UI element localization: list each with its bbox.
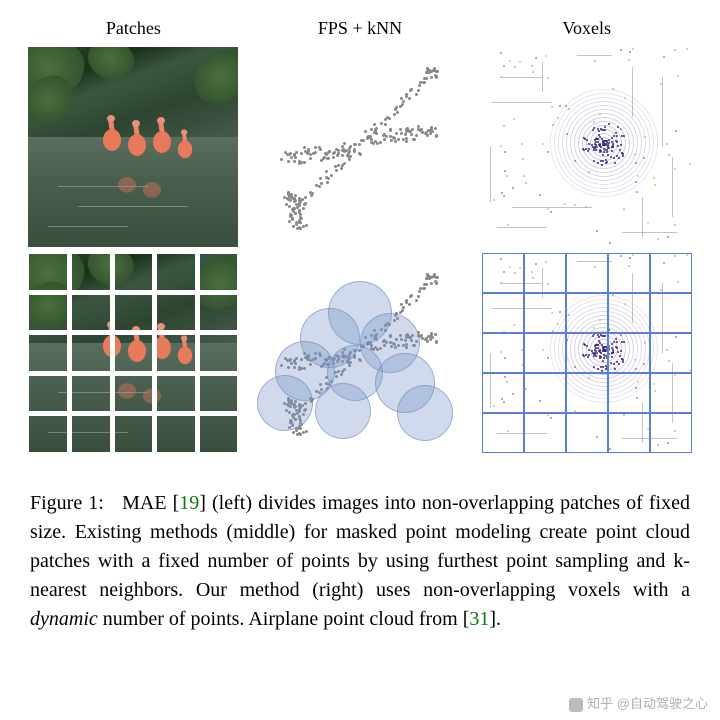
watermark-text: @自动驾驶之心 xyxy=(617,696,708,711)
watermark: 知乎 @自动驾驶之心 xyxy=(569,693,708,712)
airplane-top xyxy=(255,47,465,247)
caption-t4: ]. xyxy=(489,608,501,630)
col-patches: Patches xyxy=(22,18,245,459)
caption-t3: number of points. Airplane point cloud f… xyxy=(98,608,470,630)
col-voxels: Voxels xyxy=(475,18,698,459)
figure-columns: Patches xyxy=(22,18,698,459)
figure-caption: Figure 1: MAE [19] (left) divides images… xyxy=(0,467,720,634)
zhihu-logo-icon xyxy=(569,698,583,712)
figure: Patches xyxy=(0,0,720,467)
watermark-prefix: 知乎 xyxy=(587,696,613,711)
caption-label: Figure 1: xyxy=(30,492,104,514)
photo-top xyxy=(28,47,238,247)
photo-bottom-grid xyxy=(28,253,238,453)
col-fps-knn: FPS + kNN xyxy=(249,18,472,459)
col-header-patches: Patches xyxy=(106,18,161,39)
caption-t1: MAE [ xyxy=(122,492,179,514)
ref-19[interactable]: 19 xyxy=(179,492,199,514)
lidar-top xyxy=(482,47,692,247)
caption-em: dynamic xyxy=(30,608,98,630)
airplane-bottom-knn xyxy=(255,253,465,453)
col-header-voxels: Voxels xyxy=(562,18,611,39)
col-header-fps: FPS + kNN xyxy=(318,18,402,39)
lidar-bottom-voxel xyxy=(482,253,692,453)
ref-31[interactable]: 31 xyxy=(469,608,489,630)
voxel-grid-overlay xyxy=(482,253,692,453)
